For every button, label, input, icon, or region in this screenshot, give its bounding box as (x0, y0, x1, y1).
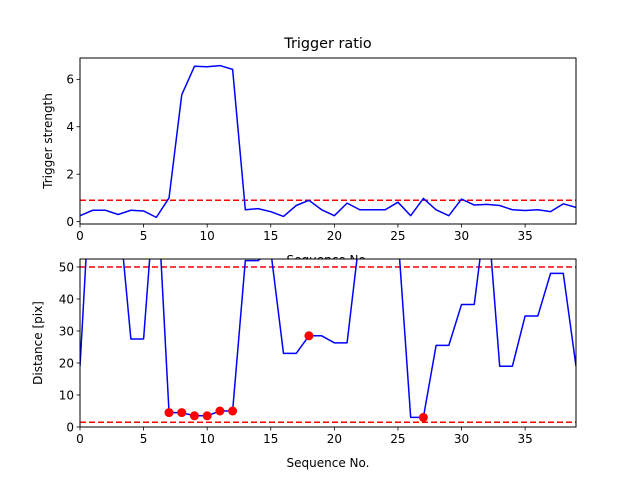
bottom-y-tick-label: 10 (59, 388, 74, 402)
top-y-axis-label: Trigger strength (41, 93, 55, 190)
bottom-y-tick-label: 50 (59, 260, 74, 274)
bottom-x-tick-label: 15 (263, 432, 278, 446)
top-axes: 0 5 10 15 20 25 30 35 0 2 4 6 (66, 73, 532, 243)
bottom-x-tick-label: 35 (517, 432, 532, 446)
bottom-axes-background (80, 259, 576, 427)
top-x-tick-label: 15 (263, 229, 278, 243)
bottom-plot-area (80, 259, 576, 423)
bottom-x-tick-label: 25 (390, 432, 405, 446)
bottom-y-axis-label: Distance [pix] (31, 301, 45, 385)
bottom-y-tick-label: 40 (59, 292, 74, 306)
bottom-marker-point (304, 331, 314, 341)
bottom-marker-point (177, 408, 187, 418)
bottom-marker-point (189, 411, 199, 421)
distance-panel: 0 5 10 15 20 25 30 35 0 10 20 30 40 50 Sequence No. D… (31, 258, 577, 470)
top-y-tick-label: 2 (66, 168, 74, 182)
top-x-tick-label: 0 (76, 229, 84, 243)
bottom-x-tick-label: 0 (76, 432, 84, 446)
bottom-marker-point (164, 408, 174, 418)
bottom-y-tick-label: 20 (59, 356, 74, 370)
bottom-x-tick-label: 5 (140, 432, 148, 446)
bottom-axes: 0 5 10 15 20 25 30 35 0 10 20 30 40 50 (59, 260, 533, 446)
top-y-tick-label: 4 (66, 120, 74, 134)
top-x-tick-label: 30 (454, 229, 469, 243)
top-x-tick-label: 25 (390, 229, 405, 243)
bottom-marker-point (202, 411, 212, 421)
top-axes-frame (79, 57, 577, 225)
top-y-tick-label: 6 (66, 73, 74, 87)
bottom-series-line-0 (80, 259, 576, 419)
top-chart-title: Trigger ratio (283, 36, 372, 52)
bottom-marker-point (418, 412, 428, 422)
top-series-line-0 (80, 64, 576, 219)
bottom-marker-point (228, 406, 238, 416)
top-x-tick-label: 10 (200, 229, 215, 243)
top-x-tick-label: 20 (327, 229, 342, 243)
bottom-x-tick-label: 30 (454, 432, 469, 446)
bottom-axes-frame (79, 258, 577, 428)
top-plot-area (80, 64, 576, 219)
bottom-y-tick-label: 0 (66, 420, 74, 434)
bottom-x-tick-label: 20 (327, 432, 342, 446)
bottom-y-tick-label: 30 (59, 324, 74, 338)
top-x-tick-label: 35 (517, 229, 532, 243)
bottom-x-axis-label: Sequence No. (287, 456, 370, 470)
bottom-x-tick-label: 10 (200, 432, 215, 446)
top-y-tick-label: 0 (66, 215, 74, 229)
top-x-tick-label: 5 (140, 229, 148, 243)
bottom-marker-point (215, 406, 225, 416)
